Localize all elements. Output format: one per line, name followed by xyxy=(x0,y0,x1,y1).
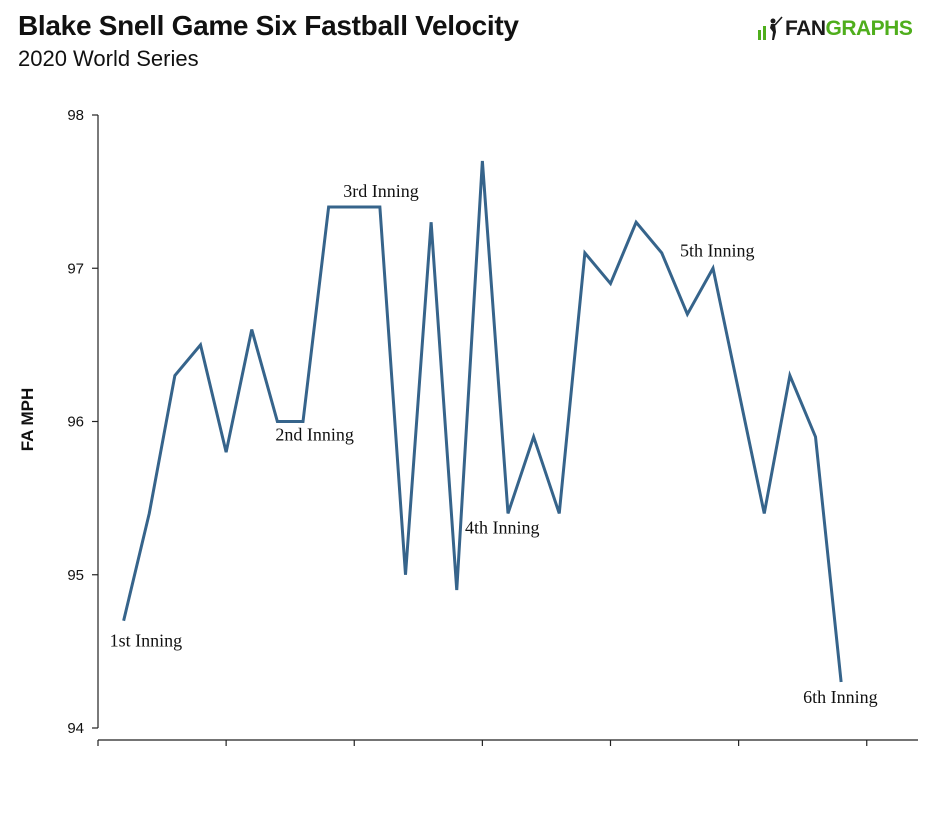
y-tick-label: 94 xyxy=(67,720,84,737)
inning-annotation: 1st Inning xyxy=(110,631,183,651)
fangraphs-logo: FAN GRAPHS xyxy=(755,16,913,42)
chart-subtitle: 2020 World Series xyxy=(18,46,199,71)
inning-annotation: 6th Inning xyxy=(803,687,878,707)
y-tick-label: 97 xyxy=(67,260,84,277)
logo-text-graphs: GRAPHS xyxy=(825,17,913,40)
chart-title: Blake Snell Game Six Fastball Velocity xyxy=(18,10,519,41)
inning-annotation: 2nd Inning xyxy=(275,425,354,445)
y-tick-label: 96 xyxy=(67,414,84,431)
inning-annotation: 5th Inning xyxy=(680,240,755,260)
inning-annotation: 4th Inning xyxy=(465,517,540,537)
velocity-series-line xyxy=(122,160,843,683)
y-tick-label: 98 xyxy=(67,107,84,124)
inning-annotation: 3rd Inning xyxy=(343,181,419,201)
batter-icon xyxy=(758,16,783,40)
logo-text-fan: FAN xyxy=(785,17,826,40)
y-axis-label: FA MPH xyxy=(18,388,37,452)
y-tick-label: 95 xyxy=(67,567,84,584)
